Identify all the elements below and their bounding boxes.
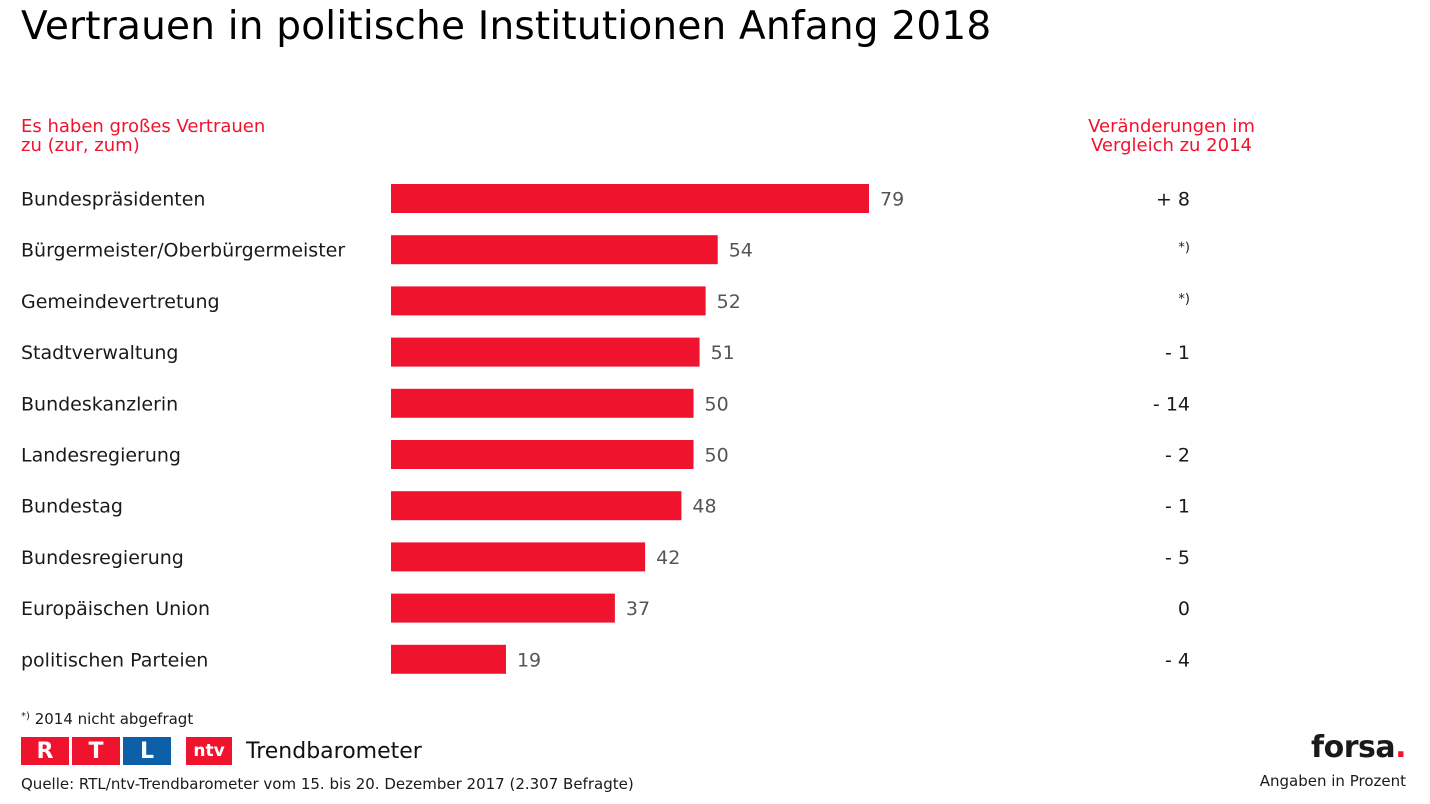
bar-value-label: 37 (626, 598, 650, 620)
change-value-label: 0 (1178, 598, 1190, 620)
rtl-logo-r: R (21, 737, 69, 765)
bar (391, 388, 694, 418)
category-label: Bundespräsidenten (21, 189, 205, 211)
trendbarometer-label: Trendbarometer (246, 738, 422, 764)
category-label: Europäischen Union (21, 598, 210, 620)
source-note: Quelle: RTL/ntv-Trendbarometer vom 15. b… (21, 775, 634, 793)
bar-value-label: 42 (656, 547, 680, 569)
change-value-label: + 8 (1156, 189, 1190, 211)
change-value-label: - 14 (1153, 393, 1190, 415)
bar (391, 337, 700, 367)
category-label: Bundeskanzlerin (21, 393, 178, 415)
category-label: Stadtverwaltung (21, 342, 178, 364)
left-column-header: Es haben großes Vertrauen zu (zur, zum) (21, 117, 265, 155)
unit-note: Angaben in Prozent (1259, 772, 1406, 790)
bar-value-label: 51 (711, 342, 735, 364)
bar-value-label: 54 (729, 240, 753, 262)
bar (391, 644, 506, 674)
left-header-line-2: zu (zur, zum) (21, 135, 140, 156)
footnote-text: 2014 nicht abgefragt (34, 710, 194, 728)
category-label: Bundestag (21, 496, 123, 518)
footnote: *) 2014 nicht abgefragt (21, 710, 193, 728)
rtl-logo-t: T (72, 737, 120, 765)
change-value-label: *) (1178, 241, 1190, 256)
change-value-label: - 2 (1165, 445, 1190, 467)
ntv-logo: ntv (186, 737, 232, 765)
change-value-label: - 5 (1165, 547, 1190, 569)
bar (391, 286, 706, 316)
change-value-label: - 1 (1165, 342, 1190, 364)
change-value-label: - 1 (1165, 496, 1190, 518)
bar (391, 440, 694, 469)
footnote-mark: *) (21, 711, 30, 722)
category-label: Gemeindevertretung (21, 291, 220, 313)
right-column-header: Veränderungen im Vergleich zu 2014 (1050, 117, 1293, 155)
right-header-line-2: Vergleich zu 2014 (1091, 135, 1252, 156)
category-label: Bürgermeister/Oberbürgermeister (21, 240, 345, 262)
logo-row: R T L ntv Trendbarometer (21, 737, 422, 765)
bar (391, 184, 869, 213)
rtl-logo-l: L (123, 737, 171, 765)
chart-title: Vertrauen in politische Institutionen An… (21, 4, 992, 49)
bar (391, 593, 615, 623)
forsa-logo: forsa. (1311, 730, 1406, 765)
category-label: Landesregierung (21, 445, 181, 467)
bar (391, 235, 718, 265)
bar-value-label: 50 (705, 393, 729, 415)
category-label: politischen Parteien (21, 649, 208, 671)
bar-value-label: 19 (517, 649, 541, 671)
category-label: Bundesregierung (21, 547, 184, 569)
change-value-label: *) (1178, 292, 1190, 307)
right-header-line-1: Veränderungen im (1088, 116, 1255, 137)
change-value-label: - 4 (1165, 649, 1190, 671)
left-header-line-1: Es haben großes Vertrauen (21, 116, 266, 137)
forsa-dot: . (1395, 730, 1406, 765)
forsa-wordmark: forsa (1311, 730, 1396, 765)
bar-value-label: 48 (692, 496, 716, 518)
bar-value-label: 52 (717, 291, 741, 313)
bar (391, 542, 646, 572)
bar-value-label: 79 (880, 189, 904, 211)
bar-value-label: 50 (705, 445, 729, 467)
bar (391, 491, 682, 521)
